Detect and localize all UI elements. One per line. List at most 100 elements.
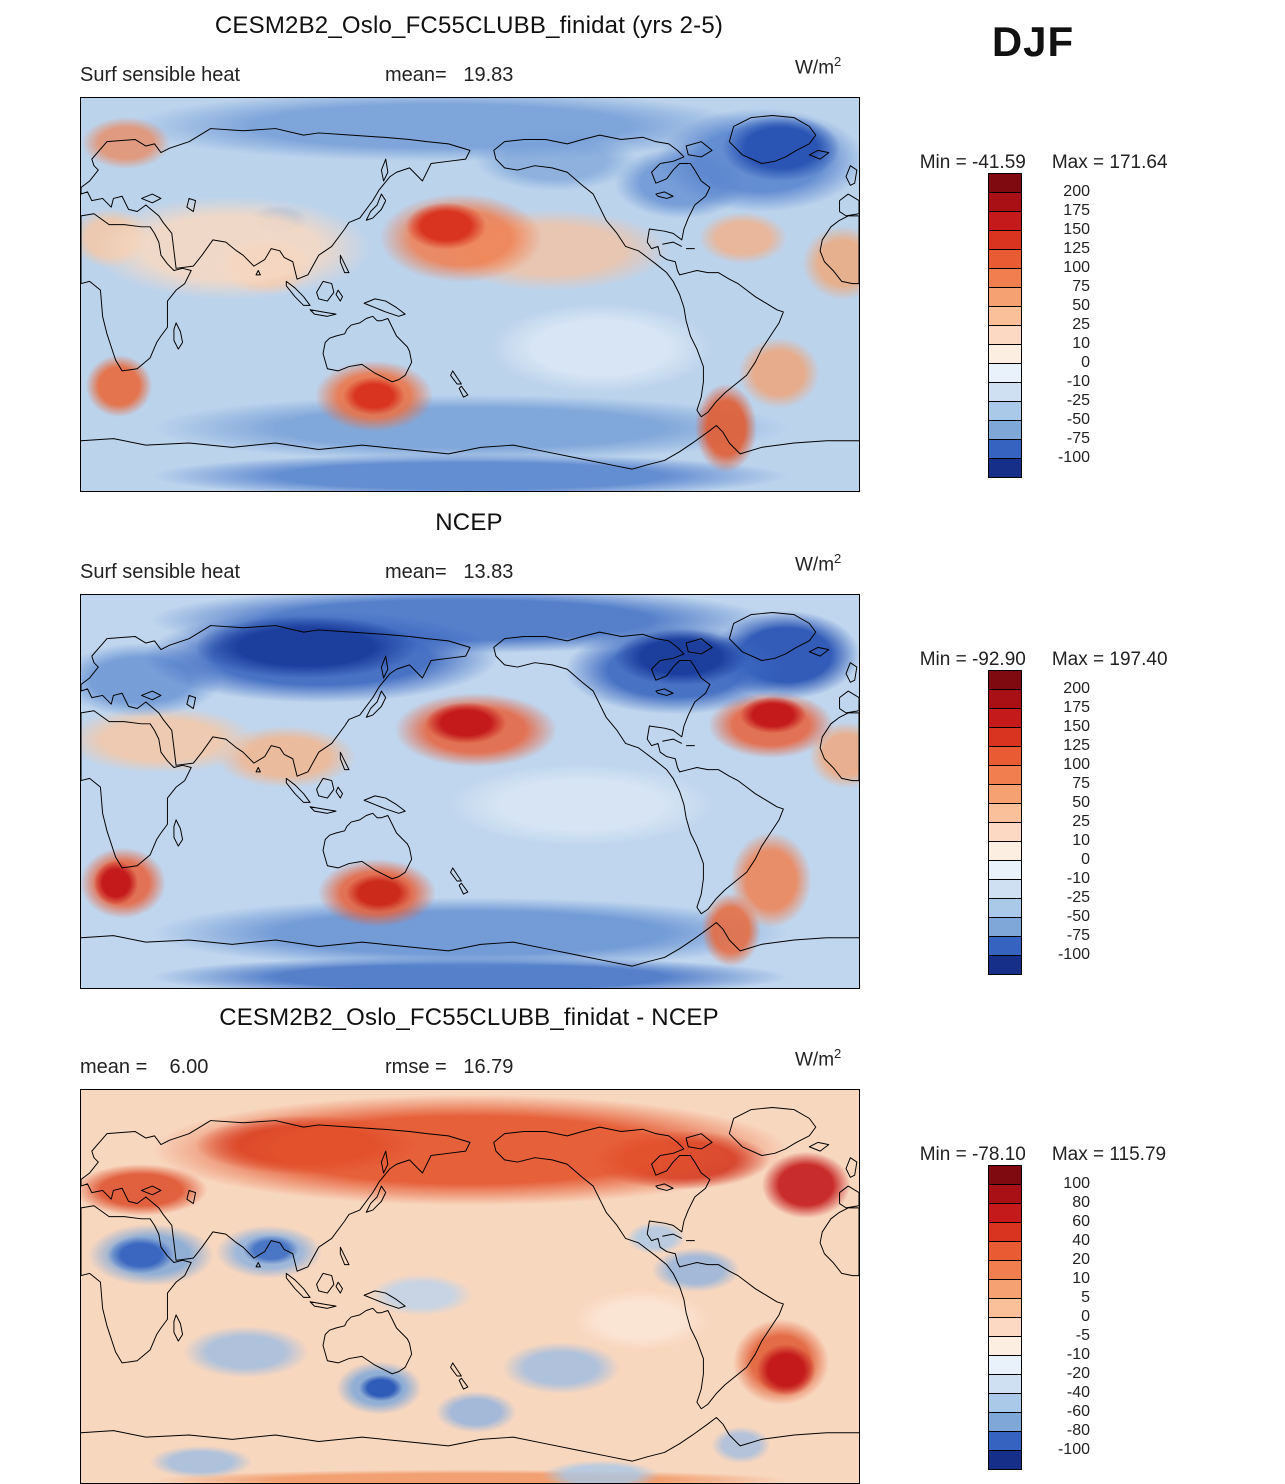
colorbar-tick-label: 5 <box>1081 1289 1090 1306</box>
panel-title: CESM2B2_Oslo_FC55CLUBB_finidat - NCEP <box>219 1004 719 1031</box>
colorbar-cell <box>988 1336 1022 1356</box>
colorbar-cell <box>988 765 1022 785</box>
colorbar-cell <box>988 689 1022 709</box>
colorbar-cell <box>988 803 1022 823</box>
colorbar: 100 80 60 40 20 10 5 0 -5 -10 -20 -40 -60 -80 -100 <box>988 1165 1138 1477</box>
minmax-label: Min = -78.10 Max = 115.79 <box>919 1144 1167 1165</box>
colorbar-tick-label: 100 <box>1063 756 1090 773</box>
colorbar-tick-label: -100 <box>1057 449 1090 466</box>
colorbar-tick-label: 10 <box>1072 1270 1090 1287</box>
colorbar-cell <box>988 860 1022 880</box>
colorbar-tick-label: -80 <box>1066 1422 1090 1439</box>
colorbar-tick-label: 150 <box>1063 718 1090 735</box>
colorbar-tick-label: -75 <box>1066 430 1090 447</box>
colorbar-cell <box>988 1298 1022 1318</box>
panel-model: CESM2B2_Oslo_FC55CLUBB_finidat (yrs 2-5)… <box>0 0 1285 497</box>
colorbar-tick-label: 100 <box>1063 1175 1090 1192</box>
coastlines <box>81 114 859 470</box>
colorbar-tick-label: 50 <box>1072 794 1090 811</box>
colorbar-cell <box>988 420 1022 440</box>
colorbar-cell <box>988 382 1022 402</box>
colorbar-tick-label: 0 <box>1081 354 1090 371</box>
colorbar-cell <box>988 1203 1022 1223</box>
colorbar-tick-label: -5 <box>1075 1327 1090 1344</box>
colorbar-cell <box>988 344 1022 364</box>
colorbar-cell <box>988 1241 1022 1261</box>
colorbar-tick-label: 0 <box>1081 1308 1090 1325</box>
colorbar-tick-label: -10 <box>1066 373 1090 390</box>
colorbar-cell <box>988 1374 1022 1394</box>
colorbar-cell <box>988 1165 1022 1185</box>
colorbar-tick-label: -25 <box>1066 889 1090 906</box>
colorbar-cell <box>988 1450 1022 1470</box>
colorbar-tick-label: -40 <box>1066 1384 1090 1401</box>
colorbar-cell <box>988 784 1022 804</box>
colorbar-tick-label: 175 <box>1063 202 1090 219</box>
colorbar-cell <box>988 670 1022 690</box>
colorbar-cell <box>988 306 1022 326</box>
colorbar-cell <box>988 955 1022 975</box>
contour-field <box>81 1090 859 1483</box>
colorbar-tick-label: 125 <box>1063 737 1090 754</box>
colorbar-tick-label: -10 <box>1066 1346 1090 1363</box>
colorbar-cell <box>988 1431 1022 1451</box>
colorbar-tick-label: 25 <box>1072 813 1090 830</box>
colorbar-tick-label: 100 <box>1063 259 1090 276</box>
colorbar-tick-label: -75 <box>1066 927 1090 944</box>
colorbar-cell <box>988 1260 1022 1280</box>
colorbar-cell <box>988 458 1022 478</box>
colorbar-cell <box>988 1317 1022 1337</box>
units-label: W/m2 <box>795 54 842 79</box>
colorbar-cell <box>988 917 1022 937</box>
colorbar-tick-label: 200 <box>1063 183 1090 200</box>
mean-stat: mean = 6.00 <box>80 1056 209 1078</box>
colorbar-tick-label: 60 <box>1072 1213 1090 1230</box>
colorbar-tick-label: 75 <box>1072 775 1090 792</box>
field-label: Surf sensible heat <box>80 64 241 86</box>
colorbar-cell <box>988 1279 1022 1299</box>
colorbar-tick-label: 125 <box>1063 240 1090 257</box>
season-label: DJF <box>991 18 1075 65</box>
colorbar-cell <box>988 936 1022 956</box>
colorbar-cell <box>988 1412 1022 1432</box>
colorbar-cell <box>988 230 1022 250</box>
colorbar-tick-label: -20 <box>1066 1365 1090 1382</box>
colorbar-cell <box>988 211 1022 231</box>
colorbar: 200 175 150 125 100 75 50 25 10 0 -10 -25 -50 -75 -100 <box>988 173 1138 485</box>
stats-row: mean = 6.00 rmse = 16.79 W/m2 <box>0 1046 1285 1080</box>
colorbar-tick-label: -25 <box>1066 392 1090 409</box>
map-model <box>80 97 860 492</box>
colorbar-tick-label: -100 <box>1057 946 1090 963</box>
colorbar-tick-label: 175 <box>1063 699 1090 716</box>
colorbar-tick-label: -60 <box>1066 1403 1090 1420</box>
panel-title: CESM2B2_Oslo_FC55CLUBB_finidat (yrs 2-5) <box>214 12 724 39</box>
colorbar-tick-label: 10 <box>1072 335 1090 352</box>
colorbar-tick-label: 40 <box>1072 1232 1090 1249</box>
colorbar-cell <box>988 822 1022 842</box>
colorbar-tick-label: 10 <box>1072 832 1090 849</box>
coastlines <box>81 611 859 967</box>
colorbar: 200 175 150 125 100 75 50 25 10 0 -10 -25 -50 -75 -100 <box>988 670 1138 982</box>
colorbar-cell <box>988 727 1022 747</box>
colorbar-cell <box>988 192 1022 212</box>
colorbar-tick-label: 150 <box>1063 221 1090 238</box>
colorbar-cell <box>988 746 1022 766</box>
colorbar-cell <box>988 708 1022 728</box>
colorbar-cell <box>988 325 1022 345</box>
mean-stat: mean= 13.83 <box>385 561 514 583</box>
units-label: W/m2 <box>795 551 842 576</box>
colorbar-cell <box>988 249 1022 269</box>
colorbar-cell <box>988 401 1022 421</box>
colorbar-tick-label: 50 <box>1072 297 1090 314</box>
colorbar-cell <box>988 898 1022 918</box>
colorbar-cell <box>988 841 1022 861</box>
colorbar-tick-label: 75 <box>1072 278 1090 295</box>
colorbar-cell <box>988 287 1022 307</box>
colorbar-cell <box>988 1393 1022 1413</box>
colorbar-tick-label: 20 <box>1072 1251 1090 1268</box>
panel-ncep: NCEP Surf sensible heat mean= 13.83 W/m2… <box>0 497 1285 994</box>
colorbar-tick-label: -100 <box>1057 1441 1090 1458</box>
minmax-label: Min = -41.59 Max = 171.64 <box>919 152 1168 173</box>
coastlines <box>81 1106 859 1462</box>
panel-title: NCEP <box>435 509 503 536</box>
